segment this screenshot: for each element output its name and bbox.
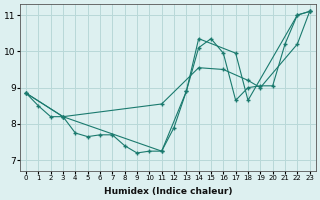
X-axis label: Humidex (Indice chaleur): Humidex (Indice chaleur)	[104, 187, 232, 196]
